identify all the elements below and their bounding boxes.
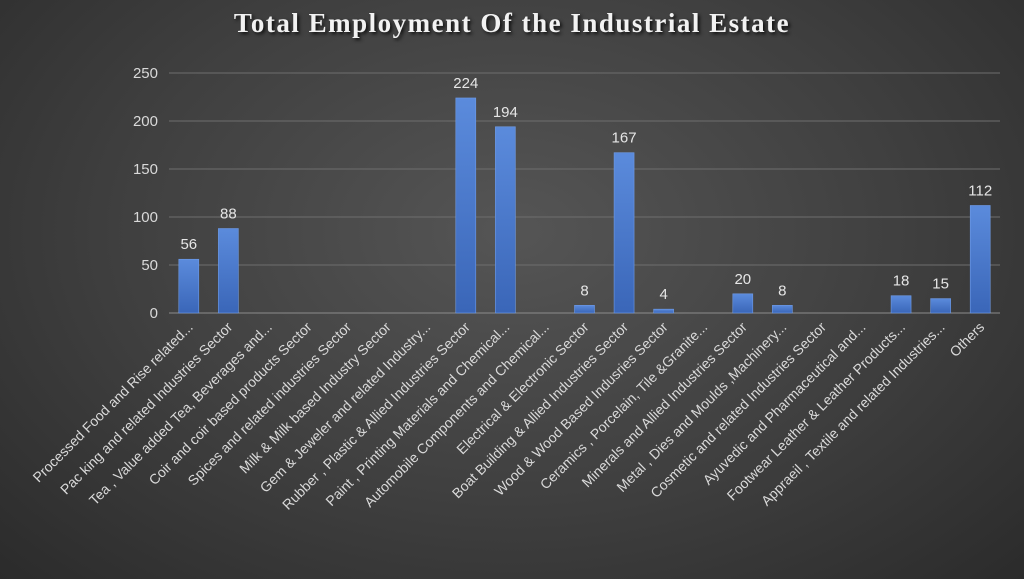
data-labels: 56 88 224 194 8 167 4 20 8 18 15 112 bbox=[180, 75, 992, 303]
bar bbox=[574, 305, 595, 314]
data-label: 224 bbox=[453, 75, 478, 92]
bar bbox=[613, 152, 635, 314]
bar bbox=[218, 228, 239, 314]
bar bbox=[969, 205, 991, 314]
bar bbox=[732, 293, 754, 314]
x-category-label: Others bbox=[946, 319, 987, 360]
bar bbox=[178, 258, 200, 314]
y-tick-label: 200 bbox=[133, 113, 158, 130]
x-category-label: Tea , Value added Tea, Beverages and... bbox=[86, 319, 275, 508]
bars bbox=[178, 97, 991, 314]
data-label: 15 bbox=[932, 276, 949, 293]
data-label: 18 bbox=[893, 273, 910, 290]
bar bbox=[930, 298, 951, 314]
bar bbox=[455, 97, 477, 314]
data-label: 167 bbox=[612, 130, 637, 147]
gridlines bbox=[169, 72, 1000, 314]
bar bbox=[772, 305, 793, 314]
data-label: 112 bbox=[968, 182, 992, 199]
data-label: 8 bbox=[778, 282, 786, 299]
data-label: 88 bbox=[220, 206, 237, 223]
y-tick-label: 250 bbox=[133, 65, 158, 82]
data-label: 20 bbox=[734, 271, 751, 288]
y-axis-tick-labels: 0 50 100 150 200 250 bbox=[133, 65, 158, 322]
y-tick-label: 50 bbox=[141, 257, 158, 274]
x-category-label: Appraeil , Textile and related Industrie… bbox=[758, 319, 948, 509]
data-label: 8 bbox=[580, 282, 588, 299]
bar bbox=[653, 308, 674, 314]
data-label: 194 bbox=[493, 104, 518, 121]
data-label: 56 bbox=[180, 236, 197, 253]
data-label: 4 bbox=[659, 286, 667, 303]
y-tick-label: 0 bbox=[150, 305, 158, 322]
bar bbox=[495, 126, 516, 314]
bar bbox=[890, 295, 912, 314]
y-tick-label: 150 bbox=[133, 161, 158, 178]
y-tick-label: 100 bbox=[133, 209, 158, 226]
chart-title: Total Employment Of the Industrial Estat… bbox=[233, 8, 791, 38]
x-axis-category-labels: Processed Food and Rise related...Pac ki… bbox=[29, 319, 987, 513]
